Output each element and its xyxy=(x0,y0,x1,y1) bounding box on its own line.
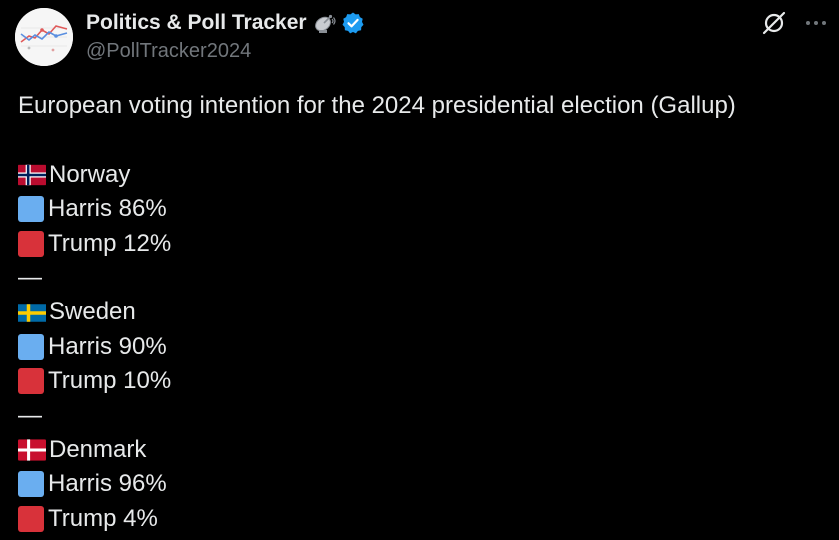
sweden-flag-icon xyxy=(18,302,46,324)
harris-result: Harris 96% xyxy=(48,470,167,498)
red-square-icon xyxy=(18,230,44,257)
red-square-icon xyxy=(18,505,44,532)
more-options-icon[interactable] xyxy=(803,14,829,32)
separator: — xyxy=(18,263,42,291)
grok-icon[interactable] xyxy=(761,10,787,36)
avatar[interactable] xyxy=(15,8,73,66)
satellite-antenna-icon xyxy=(313,11,337,35)
harris-line: Harris 86% xyxy=(18,192,736,226)
separator: — xyxy=(18,401,42,429)
country-line-denmark: Denmark xyxy=(18,433,736,467)
blue-square-icon xyxy=(18,471,44,498)
country-name: Denmark xyxy=(49,435,147,463)
name-row: Politics & Poll Tracker xyxy=(86,9,365,37)
trump-result: Trump 12% xyxy=(48,229,172,257)
trump-line: Trump 4% xyxy=(18,502,736,536)
blue-square-icon xyxy=(18,196,44,223)
harris-line: Harris 96% xyxy=(18,467,736,501)
harris-result: Harris 86% xyxy=(48,195,167,223)
trump-line: Trump 10% xyxy=(18,364,736,398)
tweet-body: European voting intention for the 2024 p… xyxy=(18,89,736,536)
country-line-norway: Norway xyxy=(18,158,736,192)
trump-result: Trump 4% xyxy=(48,504,158,532)
country-line-sweden: Sweden xyxy=(18,295,736,329)
norway-flag-icon xyxy=(18,164,46,186)
country-name: Sweden xyxy=(49,298,136,326)
harris-line: Harris 90% xyxy=(18,330,736,364)
red-square-icon xyxy=(18,368,44,395)
trump-line: Trump 12% xyxy=(18,227,736,261)
blank-line xyxy=(18,123,736,157)
user-handle[interactable]: @PollTracker2024 xyxy=(86,40,252,62)
denmark-flag-icon xyxy=(18,439,46,461)
trump-result: Trump 10% xyxy=(48,367,172,395)
harris-result: Harris 90% xyxy=(48,332,167,360)
verified-badge-icon[interactable] xyxy=(341,11,365,35)
country-name: Norway xyxy=(49,160,131,188)
blue-square-icon xyxy=(18,333,44,360)
display-name[interactable]: Politics & Poll Tracker xyxy=(86,11,307,34)
tweet-title: European voting intention for the 2024 p… xyxy=(18,92,736,119)
